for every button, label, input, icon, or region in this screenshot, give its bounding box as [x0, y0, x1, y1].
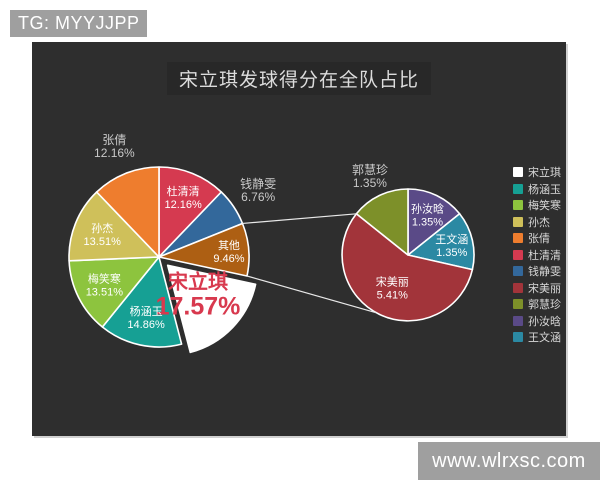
legend-swatch: [513, 332, 523, 343]
pie-chart-canvas: 杜清清 12.16% 钱静雯 6.76% 其他 9.46% 宋立琪 17.57%杨涵玉 14.8…: [68, 133, 475, 354]
legend-label: 孙汝晗: [528, 315, 561, 328]
slice-label: 王文涵 1.35%: [435, 232, 468, 259]
legend-item: 宋美丽: [513, 280, 561, 297]
legend-swatch: [513, 266, 523, 277]
main-pie-slice-5: [68, 256, 160, 328]
slice-label: 梅笑寒 13.51%: [86, 272, 124, 299]
legend-swatch: [513, 249, 523, 260]
main-pie-slice-3: [166, 264, 257, 354]
watermark-top-banner: TG: MYYJJPP: [10, 10, 147, 37]
legend-swatch: [513, 282, 523, 293]
main-pie-slice-0: [158, 166, 223, 258]
legend-item: 王文涵: [513, 329, 561, 346]
legend-label: 宋美丽: [528, 282, 561, 295]
legend-label: 郭慧珍: [528, 299, 561, 312]
legend-label: 孙杰: [528, 216, 550, 229]
legend-item: 梅笑寒: [513, 197, 561, 214]
legend-item: 宋立琪: [513, 164, 561, 181]
slice-label: 杨涵玉 14.86%: [127, 304, 165, 331]
slice-label: 郭慧珍 1.35%: [352, 162, 388, 190]
slice-label-highlight: 宋立琪 17.57%: [156, 269, 241, 320]
legend-swatch: [513, 299, 523, 310]
legend-swatch: [513, 233, 523, 244]
detail-pie-slice-0: [407, 188, 461, 256]
main-pie-slice-6: [68, 191, 160, 262]
legend-swatch: [513, 315, 523, 326]
legend-item: 杜清清: [513, 247, 561, 264]
connector-line-bottom: [246, 275, 377, 314]
detail-pie-slice-2: [341, 213, 474, 322]
slice-label: 杜清清 12.16%: [165, 184, 203, 211]
legend-item: 杨涵玉: [513, 181, 561, 198]
detail-pie-slice-1: [407, 213, 475, 271]
slice-label: 钱静雯 6.76%: [240, 176, 276, 204]
slice-label: 宋美丽 5.41%: [376, 275, 409, 302]
slice-label: 其他 9.46%: [213, 239, 244, 265]
legend-swatch: [513, 200, 523, 211]
legend-label: 宋立琪: [528, 167, 561, 180]
watermark-top-text: TG: MYYJJPP: [18, 13, 140, 33]
legend-label: 张倩: [528, 233, 550, 246]
legend-label: 梅笑寒: [528, 200, 561, 213]
legend-item: 孙汝晗: [513, 313, 561, 330]
chart-panel: 宋立琪发球得分在全队占比 杜清清 12.16% 钱静雯 6.76% 其他 9.46% 宋立琪…: [32, 42, 566, 436]
watermark-bottom-banner: www.wlrxsc.com: [418, 442, 600, 480]
main-pie-slice-7: [95, 166, 160, 258]
main-pie-slice-4: [101, 256, 183, 348]
legend: 宋立琪杨涵玉梅笑寒孙杰张倩杜清清钱静雯宋美丽郭慧珍孙汝晗王文涵: [513, 164, 561, 346]
slice-label: 孙杰 13.51%: [84, 222, 122, 248]
legend-swatch: [513, 167, 523, 178]
watermark-bottom-text: www.wlrxsc.com: [432, 449, 586, 472]
legend-label: 钱静雯: [528, 266, 561, 279]
legend-label: 王文涵: [528, 332, 561, 345]
legend-swatch: [513, 216, 523, 227]
legend-item: 钱静雯: [513, 263, 561, 280]
legend-label: 杨涵玉: [528, 183, 561, 196]
slice-label: 孙汝晗 1.35%: [411, 202, 444, 229]
legend-label: 杜清清: [528, 249, 561, 262]
chart-title: 宋立琪发球得分在全队占比: [166, 62, 431, 95]
slice-label: 张倩 12.16%: [94, 133, 135, 160]
connector-line-top: [242, 213, 357, 225]
legend-swatch: [513, 183, 523, 194]
detail-pie-slice-3: [355, 188, 409, 256]
legend-item: 张倩: [513, 230, 561, 247]
chart-title-wrap: 宋立琪发球得分在全队占比: [32, 62, 566, 95]
legend-item: 郭慧珍: [513, 296, 561, 313]
legend-item: 孙杰: [513, 214, 561, 231]
